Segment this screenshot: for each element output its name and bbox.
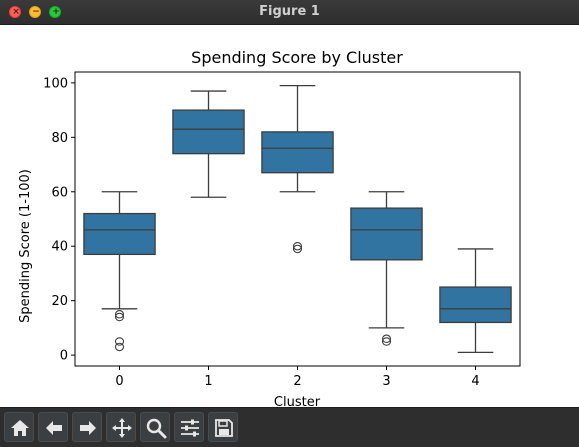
save-button[interactable] — [208, 412, 238, 442]
home-button[interactable] — [4, 412, 34, 442]
outlier-point — [114, 312, 125, 322]
box-plot-chart: Spending Score by Cluster Cluster Spendi… — [18, 48, 521, 407]
maximize-icon: + — [52, 7, 60, 17]
save-icon — [215, 419, 233, 437]
y-tick-label: 0 — [60, 349, 68, 364]
outlier-point — [381, 337, 392, 346]
back-arrow-icon — [46, 421, 62, 435]
outlier-point — [114, 342, 125, 352]
y-axis-label: Spending Score (1-100) — [18, 169, 33, 323]
y-tick-label: 40 — [51, 240, 68, 255]
outlier-point — [114, 337, 125, 346]
title-bar[interactable]: × − + Figure 1 — [0, 0, 579, 25]
y-tick-label: 80 — [51, 131, 68, 146]
outlier-point — [292, 241, 303, 251]
y-tick-label: 20 — [51, 294, 68, 309]
x-tick-label: 4 — [471, 374, 479, 389]
y-tick-label: 60 — [51, 185, 68, 200]
zoom-button[interactable] — [140, 412, 170, 442]
close-icon: × — [12, 7, 20, 17]
window-title: Figure 1 — [259, 4, 320, 19]
x-tick-label: 2 — [293, 374, 301, 389]
configure-subplots-button[interactable] — [174, 412, 204, 442]
forward-button[interactable] — [72, 412, 102, 442]
box-iqr — [172, 109, 245, 155]
navigation-toolbar — [0, 407, 579, 447]
configure-subplots-icon — [181, 419, 199, 437]
box-iqr — [261, 131, 334, 174]
box-iqr — [83, 212, 156, 256]
close-button[interactable]: × — [9, 6, 21, 18]
pan-icon — [112, 418, 132, 438]
forward-arrow-icon — [80, 421, 96, 435]
x-tick-label: 3 — [382, 374, 390, 389]
minimize-icon: − — [32, 7, 40, 17]
pan-button[interactable] — [106, 412, 136, 442]
outlier-point — [114, 310, 125, 319]
chart-title: Spending Score by Cluster — [191, 48, 403, 67]
plot-layer: 0 20 40 60 80 100 0 1 2 3 4 — [43, 71, 521, 389]
zoom-icon — [146, 418, 167, 439]
figure-canvas[interactable]: Spending Score by Cluster Cluster Spendi… — [0, 25, 579, 407]
x-tick-label: 1 — [204, 374, 212, 389]
box-iqr — [439, 286, 512, 324]
back-button[interactable] — [38, 412, 68, 442]
maximize-button[interactable]: + — [49, 6, 61, 18]
x-axis-label: Cluster — [274, 395, 321, 407]
home-icon — [11, 420, 29, 436]
box-iqr — [350, 207, 423, 261]
x-tick-label: 0 — [115, 374, 123, 389]
minimize-button[interactable]: − — [29, 6, 41, 18]
outlier-point — [292, 244, 303, 254]
y-tick-label: 100 — [43, 76, 68, 91]
outlier-point — [381, 334, 392, 344]
